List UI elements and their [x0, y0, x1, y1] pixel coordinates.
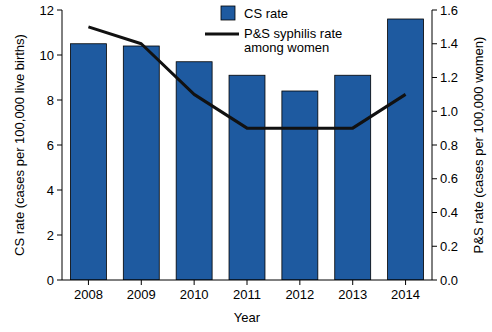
y-tick — [57, 235, 62, 236]
y-tick-label: 0 — [47, 273, 54, 288]
y-tick-label: 8 — [47, 93, 54, 108]
line — [88, 27, 405, 128]
x-tick — [194, 280, 195, 285]
y-tick-label: 10 — [40, 48, 54, 63]
y2-tick — [432, 10, 437, 11]
legend-swatch — [205, 33, 239, 36]
plot-marks — [70, 19, 423, 280]
y2-tick-label: 1.4 — [440, 36, 458, 51]
x-tick — [141, 280, 142, 285]
chart: 0 2 4 6 8 10 12 0.0 0.2 0.4 0.6 0.8 1.0 1.2 1.4 1.6 2008… — [0, 0, 492, 332]
y2-tick-label: 1.0 — [440, 104, 458, 119]
y2-tick-label: 0.0 — [440, 273, 458, 288]
legend-label: CS rate — [244, 6, 288, 21]
y2-tick — [432, 111, 437, 112]
y2-tick-label: 0.2 — [440, 239, 458, 254]
legend-swatch — [221, 6, 235, 20]
y2-tick-label: 1.2 — [440, 70, 458, 85]
y2-tick — [432, 77, 437, 78]
legend-label: P&S syphilis rateamong women — [244, 26, 342, 55]
x-tick-label: 2009 — [127, 287, 156, 302]
y-axis-label: CS rate (cases per 100,000 live births) — [12, 34, 27, 256]
legend-line: P&S syphilis rate — [244, 26, 342, 41]
y-tick — [57, 100, 62, 101]
x-tick — [352, 280, 353, 285]
y2-tick-label: 1.6 — [440, 3, 458, 18]
y-tick — [57, 145, 62, 146]
y2-tick — [432, 280, 437, 281]
x-tick — [247, 280, 248, 285]
y-tick-label: 2 — [47, 228, 54, 243]
y-tick — [57, 10, 62, 11]
bar — [229, 75, 265, 280]
y-tick — [57, 280, 62, 281]
y2-tick-label: 0.6 — [440, 171, 458, 186]
bar — [123, 46, 159, 280]
bar — [335, 75, 371, 280]
x-axis-label: Year — [234, 310, 261, 325]
x-tick-label: 2011 — [233, 287, 261, 302]
y2-tick — [432, 246, 437, 247]
y-tick-label: 12 — [40, 3, 54, 18]
y2-tick-label: 0.8 — [440, 138, 458, 153]
x-tick — [88, 280, 89, 285]
y2-axis-label: P&S rate (cases per 100,000 women) — [471, 37, 486, 254]
bar — [70, 44, 106, 280]
y2-tick — [432, 145, 437, 146]
x-tick-label: 2014 — [391, 287, 420, 302]
bar — [282, 91, 318, 280]
y2-tick — [432, 178, 437, 179]
y-tick-label: 6 — [47, 138, 54, 153]
x-tick-label: 2010 — [180, 287, 209, 302]
legend-line: CS rate — [244, 6, 288, 21]
x-tick-label: 2012 — [285, 287, 314, 302]
x-tick-label: 2013 — [338, 287, 367, 302]
y2-tick — [432, 43, 437, 44]
y2-tick-label: 0.4 — [440, 205, 458, 220]
x-tick — [299, 280, 300, 285]
legend-line: among women — [244, 40, 329, 55]
x-tick-label: 2008 — [74, 287, 103, 302]
x-tick — [405, 280, 406, 285]
y2-tick — [432, 212, 437, 213]
y-tick — [57, 55, 62, 56]
bar — [388, 19, 424, 280]
y-tick — [57, 190, 62, 191]
y-tick-label: 4 — [47, 183, 54, 198]
legend: CS rate P&S syphilis rateamong women — [205, 6, 342, 55]
